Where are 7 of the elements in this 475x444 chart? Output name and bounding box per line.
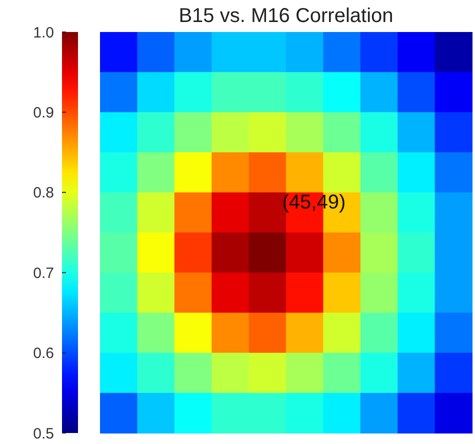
color-bar-label: 1.0: [33, 24, 54, 42]
color-bar-label: 0.7: [33, 264, 54, 282]
chart-title: B15 vs. M16 Correlation: [178, 5, 394, 27]
color-bar-label: 0.9: [33, 104, 54, 122]
color-bar-label: 0.6: [33, 345, 54, 362]
color-bar-label: 0.8: [33, 184, 54, 202]
color-bar-label: 0.5: [33, 425, 54, 442]
